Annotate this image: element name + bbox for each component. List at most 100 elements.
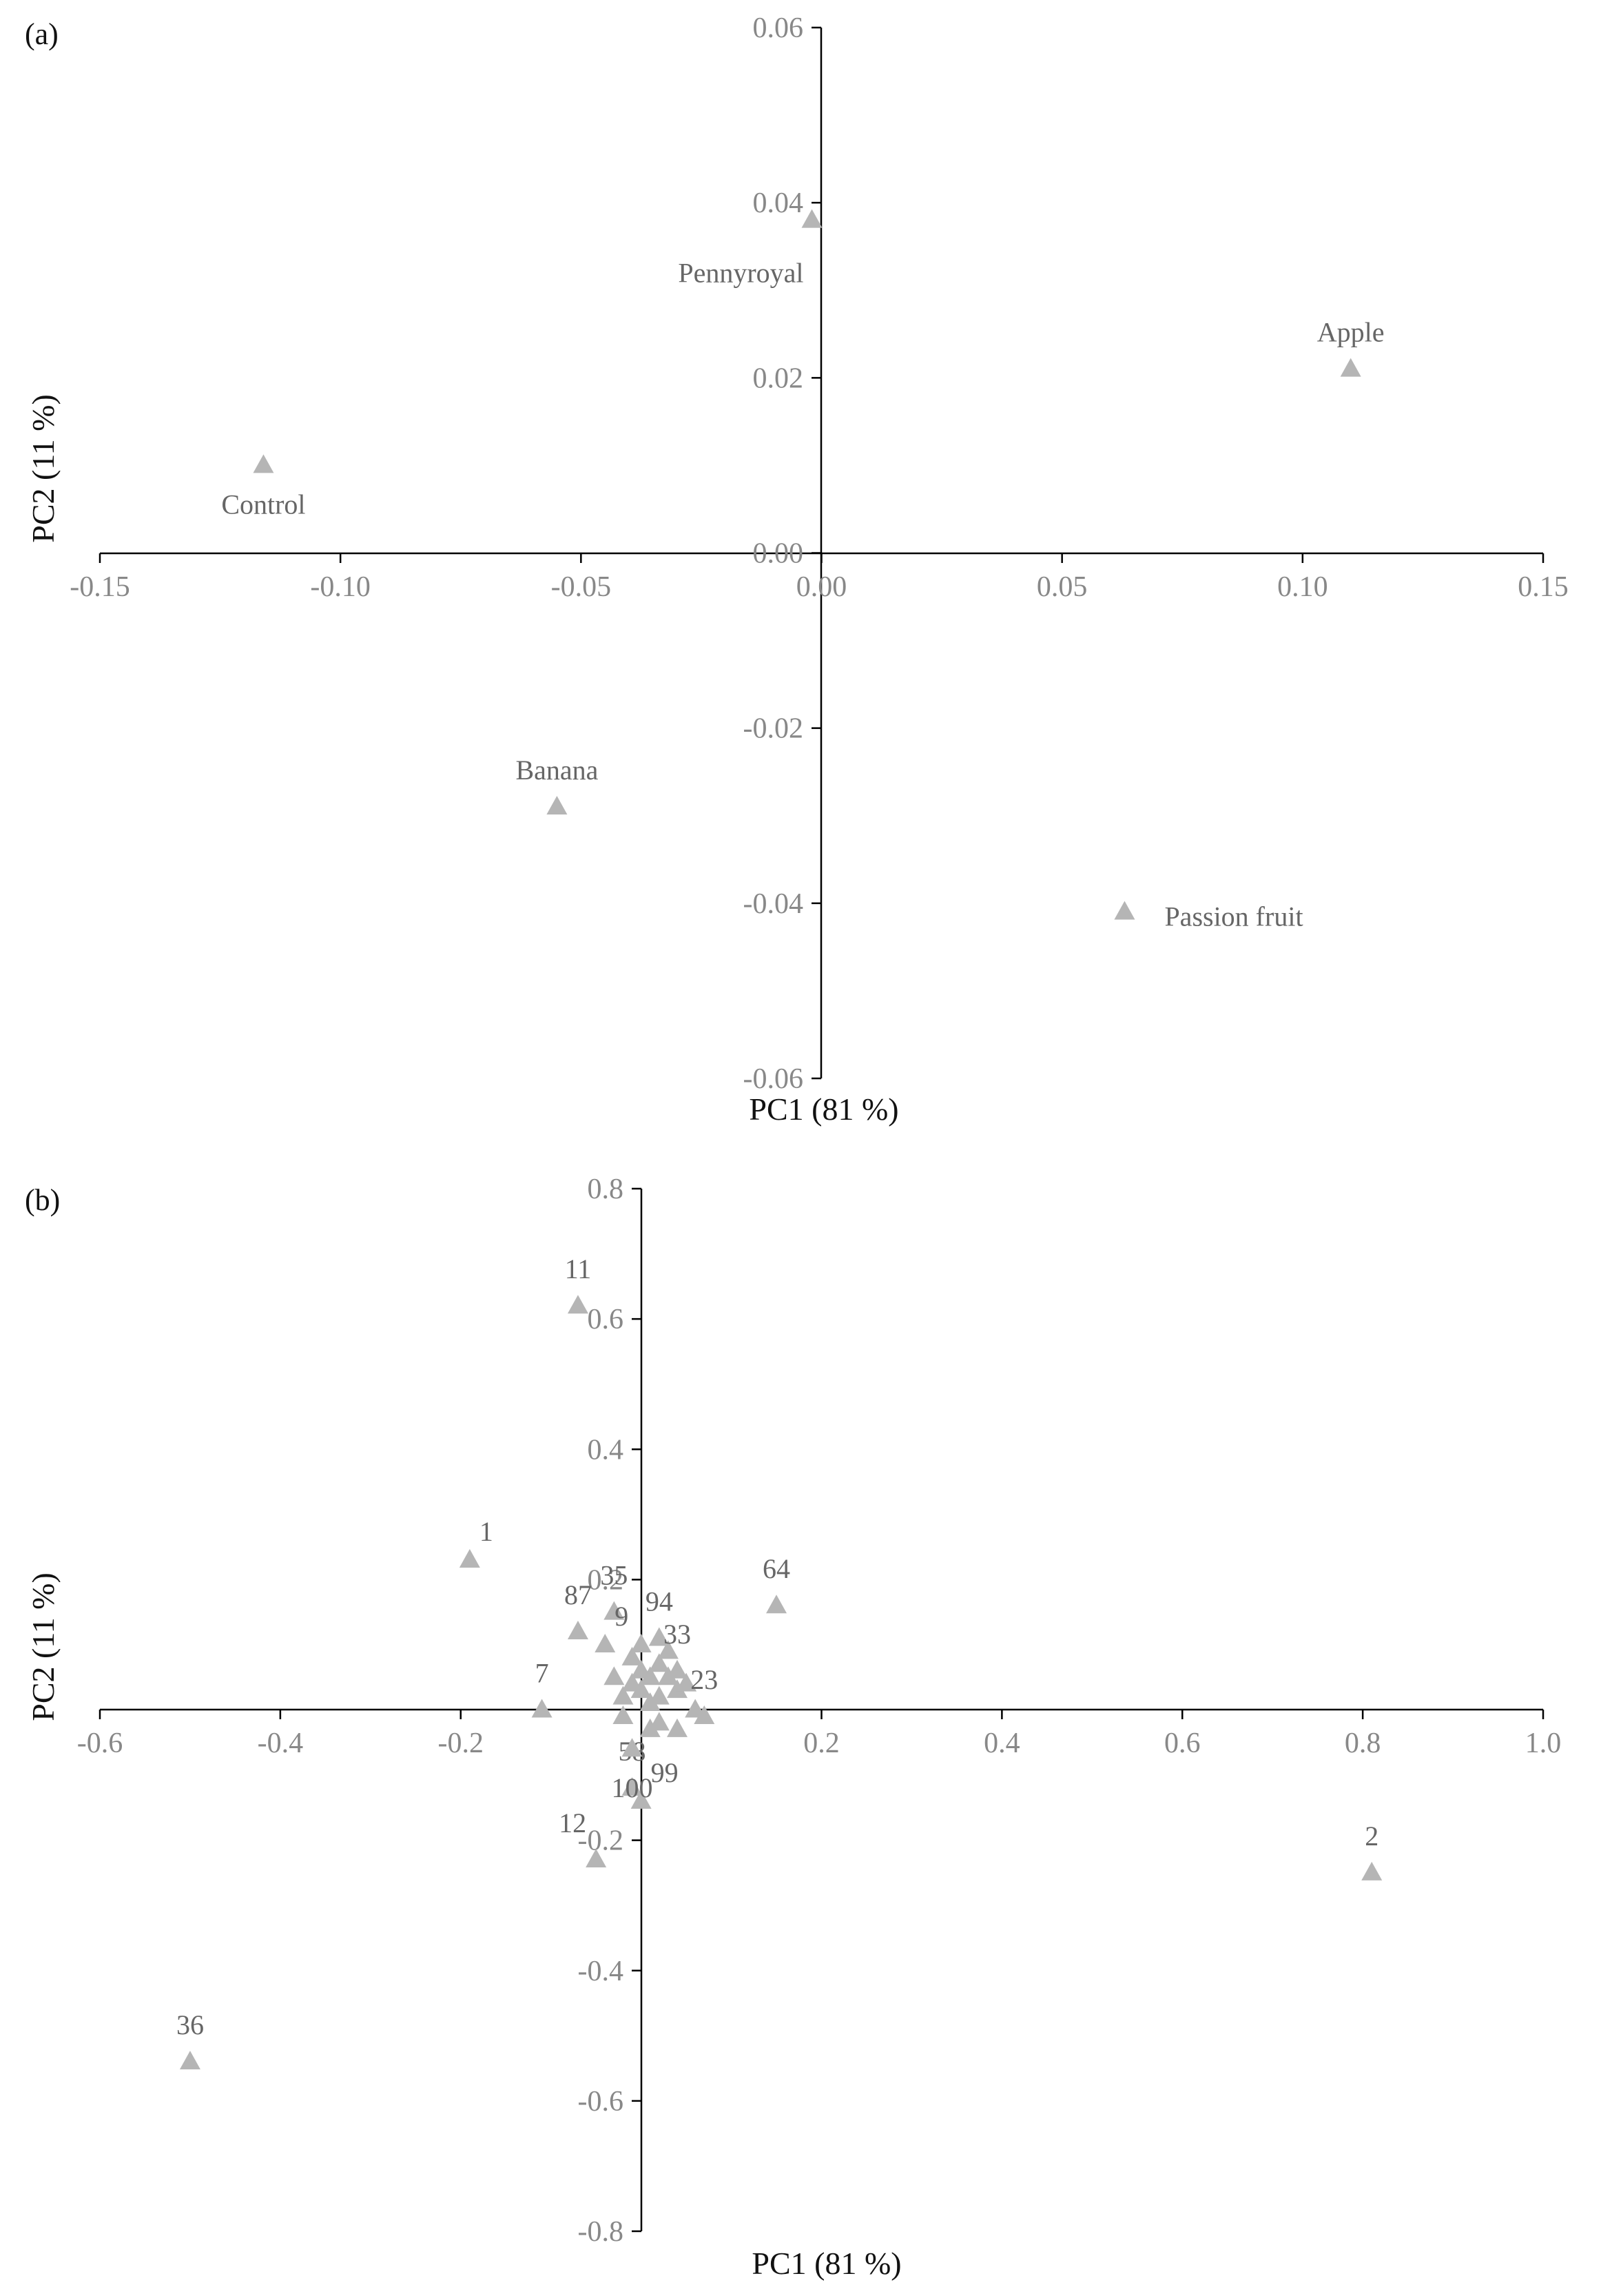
y-tick-label: 0.06 (753, 12, 804, 44)
point-marker (1340, 358, 1361, 377)
x-tick-label: 0.10 (1277, 571, 1328, 603)
point-label: 1 (479, 1516, 493, 1547)
panel-b-chart: (b) -0.6 -0.4 -0.2 0.2 0.4 0.6 0.8 1.0 -0.8 -0.6… (25, 1173, 1561, 2281)
cluster-point-marker (667, 1679, 688, 1699)
cluster-point-marker (639, 1718, 661, 1737)
point-label: 11 (565, 1253, 592, 1284)
panel-a-chart: (a) -0.15 -0.10 -0.05 0.00 0.05 0.10 0.15 -0.0… (25, 12, 1569, 1127)
x-tick-label: 0.4 (984, 1728, 1020, 1759)
point-label: 33 (663, 1619, 691, 1650)
panel-b-y-ticks: -0.8 -0.6 -0.4 -0.2 0.2 0.4 0.6 0.8 (578, 1173, 641, 2248)
point-marker (567, 1295, 588, 1314)
point-label: 12 (559, 1807, 586, 1838)
point-marker (766, 1595, 787, 1614)
point-label: 35 (600, 1560, 628, 1591)
panel-b-points: 11164873594339723212589910036 (176, 1253, 1383, 2070)
point-marker (595, 1633, 616, 1652)
point-marker (1114, 901, 1135, 920)
panel-a-x-axis-title: PC1 (81 %) (749, 1091, 898, 1127)
point-marker (801, 209, 823, 228)
cluster-point-marker (612, 1705, 634, 1724)
y-tick-label: -0.06 (743, 1063, 804, 1095)
point-label: 64 (763, 1553, 790, 1584)
point-label: 99 (651, 1757, 679, 1788)
panel-b-y-axis-title: PC2 (11 %) (25, 1572, 61, 1721)
cluster-point-marker (603, 1666, 625, 1685)
y-tick-label: -0.2 (578, 1825, 624, 1857)
x-tick-label: 0.05 (1037, 571, 1088, 603)
point-marker (179, 2051, 200, 2070)
y-tick-label: 0.4 (588, 1434, 624, 1466)
y-tick-label: -0.02 (743, 713, 804, 745)
point-marker (253, 454, 274, 473)
point-marker (459, 1549, 480, 1568)
point-marker (694, 1705, 715, 1724)
x-tick-label: 0.8 (1345, 1728, 1381, 1759)
point-marker (667, 1659, 688, 1679)
point-label: Pennyroyal (678, 258, 803, 289)
x-tick-label: -0.2 (438, 1728, 484, 1759)
cluster-point-marker (676, 1672, 697, 1692)
cluster-point-marker (648, 1653, 670, 1672)
x-tick-label: 0.15 (1518, 571, 1569, 603)
point-label: 7 (535, 1658, 549, 1689)
point-marker (603, 1601, 625, 1620)
cluster-point-marker (657, 1666, 679, 1685)
cluster-point-marker (612, 1685, 634, 1705)
panel-b-x-ticks: -0.6 -0.4 -0.2 0.2 0.4 0.6 0.8 1.0 (77, 1710, 1562, 1759)
y-tick-label: 0.8 (588, 1173, 624, 1205)
panel-b-label: (b) (25, 1183, 60, 1217)
x-tick-label: -0.05 (551, 571, 612, 603)
y-tick-label: 0.04 (753, 187, 804, 219)
point-label: Apple (1317, 317, 1385, 348)
x-tick-label: 1.0 (1525, 1728, 1562, 1759)
point-marker (531, 1699, 552, 1718)
x-tick-label: -0.10 (310, 571, 371, 603)
cluster-point-marker (639, 1692, 661, 1712)
x-tick-label: 0.2 (803, 1728, 840, 1759)
y-tick-label: -0.04 (743, 888, 804, 920)
cluster-point-marker (639, 1666, 661, 1685)
y-tick-label: 0.2 (588, 1564, 624, 1596)
y-tick-label: -0.8 (578, 2216, 624, 2248)
point-marker (1361, 1861, 1383, 1880)
panel-a-x-ticks: -0.15 -0.10 -0.05 0.00 0.05 0.10 0.15 (70, 553, 1569, 603)
point-label: 87 (564, 1579, 592, 1610)
cluster-point-marker (621, 1646, 643, 1665)
point-marker (621, 1776, 643, 1796)
point-marker (586, 1848, 607, 1867)
cluster-point-marker (657, 1640, 679, 1659)
point-label: Banana (515, 755, 598, 786)
point-marker (648, 1627, 670, 1646)
point-label: 94 (645, 1586, 673, 1617)
x-tick-label: -0.6 (77, 1728, 123, 1759)
point-label: Control (221, 489, 305, 520)
point-label: 9 (614, 1601, 628, 1632)
x-tick-label: -0.4 (258, 1728, 304, 1759)
point-label: 36 (176, 2009, 204, 2040)
panel-a-y-axis-title: PC2 (11 %) (25, 394, 61, 543)
point-marker (621, 1738, 643, 1757)
point-label: 23 (690, 1664, 718, 1695)
cluster-point-marker (667, 1718, 688, 1737)
point-label: Passion fruit (1164, 901, 1303, 932)
point-marker (630, 1790, 652, 1809)
panel-b-x-axis-title: PC1 (81 %) (752, 2246, 901, 2281)
cluster-point-marker (630, 1633, 652, 1652)
y-tick-label: 0.02 (753, 362, 804, 394)
y-tick-label: -0.6 (578, 2086, 624, 2118)
panel-a-y-ticks: -0.06 -0.04 -0.02 0.00 0.02 0.04 0.06 (743, 12, 821, 1095)
panel-a-label: (a) (25, 17, 59, 51)
x-tick-label: 0.00 (796, 571, 847, 603)
y-tick-label: 0.6 (588, 1304, 624, 1335)
point-label: 2 (1365, 1821, 1378, 1852)
x-tick-label: 0.6 (1164, 1728, 1201, 1759)
point-marker (567, 1621, 588, 1640)
panel-a-points: Pennyroyal Apple Control Banana Passion frui… (221, 209, 1385, 932)
point-marker (546, 796, 568, 815)
x-tick-label: -0.15 (70, 571, 130, 603)
y-tick-label: -0.4 (578, 1956, 624, 1987)
point-label: 100 (612, 1772, 653, 1803)
cluster-point-marker (630, 1679, 652, 1699)
